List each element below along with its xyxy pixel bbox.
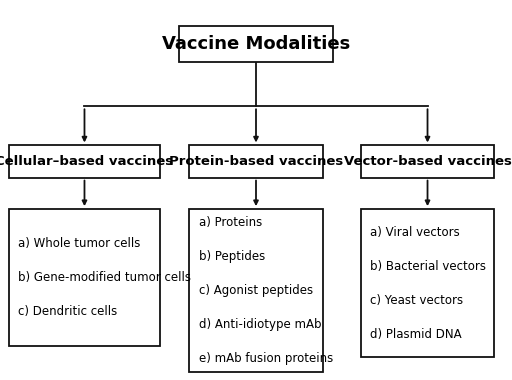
Text: a) Proteins

b) Peptides

c) Agonist peptides

d) Anti-idiotype mAb

e) mAb fusi: a) Proteins b) Peptides c) Agonist pepti… [199,216,333,365]
Text: a) Whole tumor cells

b) Gene-modified tumor cells

c) Dendritic cells: a) Whole tumor cells b) Gene-modified tu… [18,237,191,318]
Text: Cellular–based vaccines: Cellular–based vaccines [0,155,174,168]
Bar [361,146,494,178]
Text: Vaccine Modalities: Vaccine Modalities [162,35,350,53]
Bar [361,209,494,357]
Text: Vector-based vaccines: Vector-based vaccines [344,155,511,168]
Bar [189,209,323,372]
Bar [9,146,160,178]
Bar [9,209,160,346]
Text: Protein-based vaccines: Protein-based vaccines [169,155,343,168]
Bar [179,26,333,62]
Bar [189,146,323,178]
Text: a) Viral vectors

b) Bacterial vectors

c) Yeast vectors

d) Plasmid DNA: a) Viral vectors b) Bacterial vectors c)… [370,226,486,340]
